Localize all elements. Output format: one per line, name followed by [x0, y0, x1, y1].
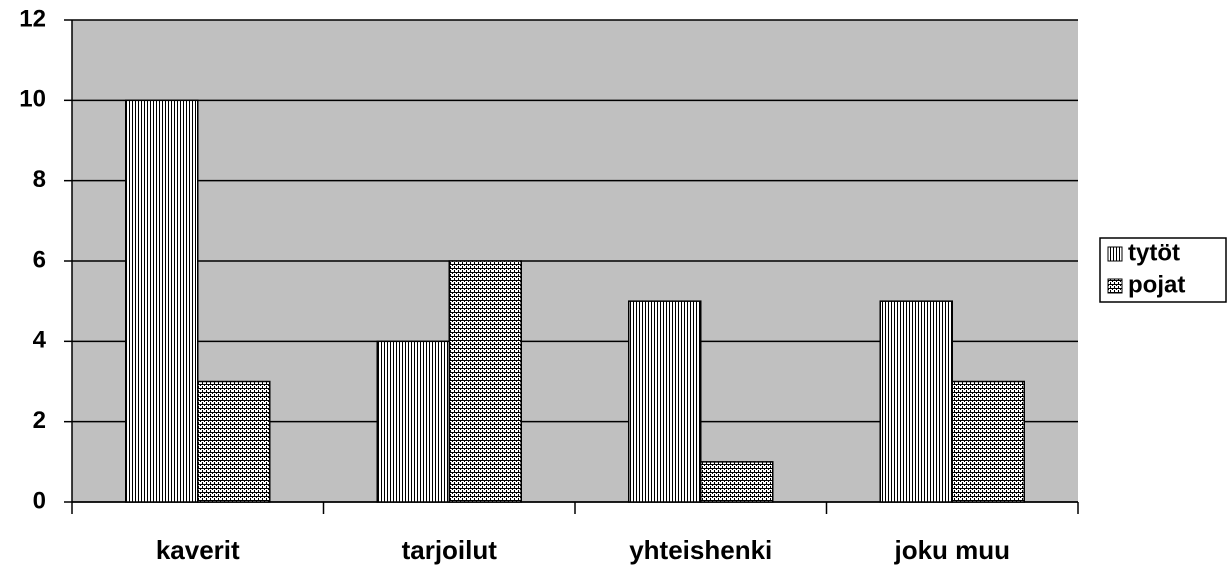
legend-label: pojat: [1128, 271, 1185, 298]
bar: [951, 380, 1025, 503]
legend-swatch: [1107, 246, 1123, 262]
legend-swatch: [1107, 278, 1123, 294]
y-tick-label: 6: [33, 246, 46, 273]
bar: [125, 99, 199, 503]
y-tick-label: 8: [33, 166, 46, 193]
x-tick-label: joku muu: [893, 535, 1010, 565]
bar: [197, 380, 271, 503]
x-tick-label: kaverit: [156, 535, 240, 565]
bar: [628, 300, 702, 503]
x-tick-label: yhteishenki: [629, 535, 772, 565]
bar: [448, 260, 522, 503]
bar: [376, 340, 450, 503]
legend-label: tytöt: [1128, 239, 1180, 266]
bar: [879, 300, 953, 503]
y-tick-label: 2: [33, 407, 46, 434]
y-tick-label: 4: [33, 327, 47, 354]
y-tick-label: 12: [19, 5, 46, 32]
y-tick-label: 0: [33, 487, 46, 514]
bar: [700, 461, 774, 503]
x-tick-label: tarjoilut: [402, 535, 498, 565]
y-tick-label: 10: [19, 86, 46, 113]
